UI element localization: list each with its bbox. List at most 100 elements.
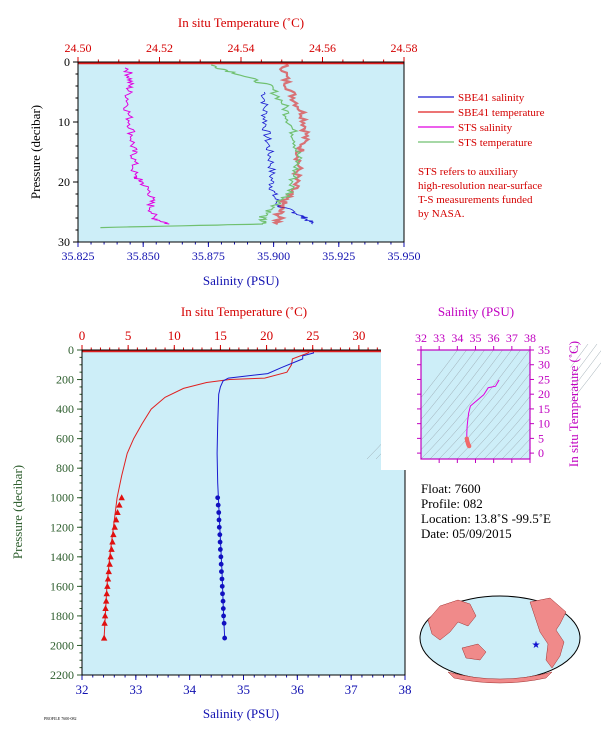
- full-depth-frame: [81, 349, 406, 676]
- ts-salinity-axis-label: Salinity (PSU): [438, 304, 514, 319]
- ts-salinity-tick-label: 35: [470, 331, 482, 345]
- profile-number: Profile: 082: [421, 496, 483, 511]
- top-salinity-tick-label: 35.925: [322, 249, 355, 263]
- ts-salinity-tick-label: 33: [433, 331, 445, 345]
- float-info: Float: 7600 Profile: 082 Location: 13.8˚…: [421, 481, 551, 541]
- salinity-sample-marker: [215, 495, 221, 501]
- salinity-sample-marker: [216, 510, 222, 515]
- ts-series: [464, 379, 500, 449]
- legend-label-sts-salinity: STS salinity: [458, 122, 513, 134]
- temperature-sample-marker: [107, 553, 114, 560]
- top-temperature-tick-label: 24.52: [146, 41, 173, 55]
- bottom-temperature-tick-label: 20: [260, 328, 273, 343]
- salinity-sample-marker: [220, 606, 226, 611]
- footer-stamp: PROFILE 7600-082: [44, 716, 77, 721]
- sts-salinity-line: [122, 67, 170, 225]
- density-contour: [438, 343, 535, 460]
- ts-salinity-tick-label: 38: [524, 331, 536, 345]
- map-land-antarctica: [447, 671, 553, 684]
- bottom-salinity-tick-label: 38: [399, 682, 412, 697]
- full-depth-plot-area: [82, 350, 405, 675]
- temperature-sample-marker: [100, 634, 108, 641]
- bottom-pressure-tick-label: 2200: [50, 668, 74, 682]
- ts-frame: [420, 349, 531, 460]
- top-temperature-tick-label: 24.50: [65, 41, 92, 55]
- bottom-salinity-tick-label: 37: [345, 682, 359, 697]
- salinity-sample-marker: [217, 539, 223, 545]
- salinity-sample-marker: [221, 613, 226, 619]
- near-surface-temp-axis-label: In situ Temperature (˚C): [178, 15, 304, 30]
- sbe41-salinity-line: [259, 91, 314, 225]
- bottom-temperature-tick-label: 0: [79, 328, 86, 343]
- salinity-sample-marker: [219, 576, 225, 582]
- temperature-sample-marker: [101, 619, 108, 626]
- top-pressure-tick-label: 20: [58, 175, 70, 189]
- legend: SBE41 salinity SBE41 temperature STS sal…: [418, 92, 545, 149]
- top-pressure-tick-label: 10: [58, 115, 70, 129]
- top-salinity-tick-label: 35.850: [127, 249, 160, 263]
- temperature-sample-marker: [112, 516, 120, 523]
- salinity-sample-marker: [216, 524, 222, 530]
- sts-note: STS refers to auxiliary high-resolution …: [418, 166, 542, 220]
- temperature-sample-marker: [106, 560, 113, 567]
- ts-temperature-tick-label: 15: [538, 402, 550, 416]
- temperature-sample-marker: [101, 612, 109, 619]
- salinity-sample-marker: [222, 635, 228, 641]
- bottom-pressure-tick-label: 1600: [50, 579, 74, 593]
- ts-temperature-axis-label: In situ Temperature (˚C): [566, 341, 581, 467]
- temperature-sample-marker: [102, 605, 109, 612]
- temperature-sample-marker: [116, 501, 123, 508]
- top-salinity-tick-label: 35.950: [388, 249, 421, 263]
- temperature-sample-marker: [111, 523, 118, 530]
- near-surface-series: [78, 60, 404, 229]
- top-temperature-tick-label: 24.54: [228, 41, 255, 55]
- legend-label-sts-temperature: STS temperature: [458, 137, 532, 149]
- profile-date: Date: 05/09/2015: [421, 526, 512, 541]
- sts-note-line-1: STS refers to auxiliary: [418, 166, 518, 178]
- bottom-pressure-tick-label: 1000: [50, 491, 74, 505]
- ts-salinity-tick-label: 37: [506, 331, 518, 345]
- salinity-sample-marker: [215, 502, 221, 508]
- location-map: ★: [419, 595, 581, 684]
- full-depth-panel: 3233343536373805101520253035020040060080…: [10, 304, 412, 721]
- bottom-salinity-tick-label: 34: [183, 682, 197, 697]
- legend-label-sbe-salinity: SBE41 salinity: [458, 92, 525, 104]
- temperature-sample-marker: [104, 575, 112, 582]
- full-depth-series: [82, 349, 405, 641]
- temperature-sample-marker: [109, 538, 116, 545]
- salinity-sample-marker: [219, 569, 224, 574]
- top-pressure-tick-label: 0: [64, 55, 70, 69]
- salinity-sample-marker: [220, 591, 225, 597]
- bottom-salinity-tick-label: 35: [237, 682, 250, 697]
- sbe41-temperature-line: [270, 60, 311, 226]
- sts-note-line-3: T-S measurements funded: [418, 194, 533, 206]
- bottom-salinity-tick-label: 32: [76, 682, 89, 697]
- float-location: Location: 13.8˚S -99.5˚E: [421, 511, 551, 526]
- temperature-sample-marker: [102, 597, 110, 604]
- ts-temperature-tick-label: 20: [538, 387, 550, 401]
- bottom-temperature-tick-label: 10: [168, 328, 181, 343]
- ts-temperature-tick-label: 10: [538, 417, 550, 431]
- salinity-sample-marker: [217, 532, 223, 538]
- temperature-sample-marker: [108, 545, 115, 552]
- float-location-marker: ★: [532, 640, 541, 651]
- salinity-sample-marker: [218, 554, 224, 560]
- float-number: Float: 7600: [421, 481, 481, 496]
- near-surface-frame: [77, 61, 405, 243]
- bottom-pressure-tick-label: 1800: [50, 609, 74, 623]
- bottom-temperature-tick-label: 15: [214, 328, 227, 343]
- ts-density-contours: [366, 310, 601, 480]
- near-surface-pressure-axis-label: Pressure (decibar): [28, 105, 43, 199]
- temperature-sample-marker: [118, 494, 125, 501]
- ts-salinity-tick-label: 32: [415, 331, 427, 345]
- density-contour: [420, 343, 517, 460]
- top-salinity-tick-label: 35.900: [257, 249, 290, 263]
- sts-temperature-line: [100, 64, 303, 229]
- bottom-pressure-tick-label: 200: [56, 373, 74, 387]
- salinity-sample-marker: [217, 547, 223, 552]
- full-depth-salinity-axis-label: Salinity (PSU): [203, 706, 279, 721]
- bottom-salinity-tick-label: 33: [129, 682, 142, 697]
- salinity-sample-marker: [218, 561, 224, 567]
- ts-temperature-tick-label: 30: [538, 358, 550, 372]
